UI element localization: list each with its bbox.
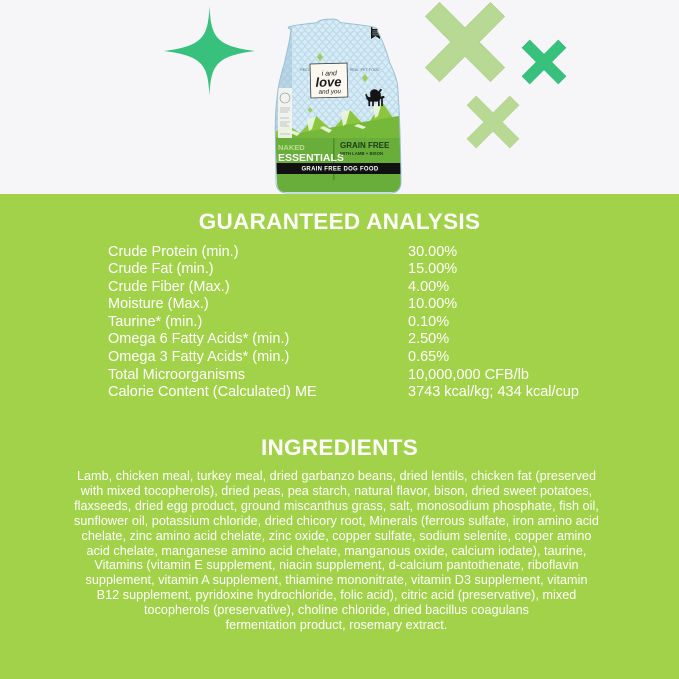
- svg-text:and you: and you: [318, 88, 341, 96]
- svg-text:NAKED: NAKED: [278, 143, 305, 152]
- svg-text:GRAIN FREE: GRAIN FREE: [340, 141, 390, 150]
- svg-text:WITH LAMB + BISON: WITH LAMB + BISON: [340, 151, 383, 156]
- svg-text:ESSENTIALS: ESSENTIALS: [278, 152, 344, 164]
- svg-text:GRAIN FREE DOG FOOD: GRAIN FREE DOG FOOD: [301, 167, 378, 173]
